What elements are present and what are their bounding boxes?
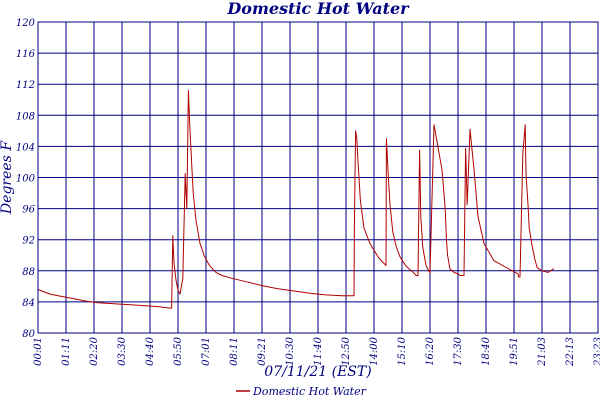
- plot-frame: [37, 21, 599, 334]
- x-tick-label: 10:30: [285, 336, 296, 365]
- x-tick-label: 23:23: [593, 337, 600, 367]
- x-tick-label: 09:21: [257, 337, 268, 366]
- x-tick-label: 16:20: [425, 336, 436, 365]
- chart-title: Domestic Hot Water: [226, 0, 410, 18]
- y-tick-label: 108: [16, 111, 35, 122]
- y-tick-label: 100: [16, 174, 36, 185]
- y-tick-label: 116: [16, 49, 36, 60]
- x-tick-label: 05:50: [173, 336, 184, 365]
- x-tick-label: 22:13: [565, 337, 576, 367]
- y-axis-label: Degrees F: [0, 140, 15, 215]
- legend-label: Domestic Hot Water: [252, 385, 367, 398]
- series-line: [37, 89, 555, 309]
- x-tick-label: 14:00: [369, 336, 380, 365]
- legend: Domestic Hot Water: [236, 385, 367, 398]
- x-tick-label: 17:30: [453, 336, 464, 365]
- x-tick-label: 15:10: [397, 336, 408, 365]
- y-tick-label: 96: [22, 205, 35, 216]
- y-tick-label: 120: [16, 18, 36, 29]
- y-tick-labels: 80 84 88 92 96 100 104 108 112 116 120: [16, 18, 36, 340]
- y-tick-label: 84: [22, 298, 35, 309]
- x-tick-label: 21:03: [537, 337, 548, 367]
- x-tick-label: 04:40: [145, 336, 156, 365]
- y-tick-label: 88: [22, 267, 35, 278]
- x-tick-label: 08:11: [229, 337, 240, 366]
- x-tick-label: 11:40: [313, 336, 324, 365]
- x-tick-label: 03:30: [117, 336, 128, 365]
- y-tick-label: 92: [22, 236, 35, 247]
- x-tick-label: 00:01: [33, 337, 44, 366]
- x-tick-label: 07:01: [201, 337, 212, 366]
- grid: [37, 21, 599, 334]
- y-tick-label: 112: [16, 80, 35, 91]
- y-tick-label: 104: [16, 142, 35, 153]
- y-tick-label: 80: [22, 329, 35, 340]
- x-tick-label: 12:50: [341, 336, 352, 365]
- series-layer: [37, 89, 555, 309]
- x-tick-label: 18:40: [481, 336, 492, 365]
- x-tick-label: 01:11: [61, 337, 72, 366]
- x-axis-label: 07/11/21 (EST): [264, 364, 371, 380]
- x-tick-labels: 00:01 01:11 02:20 03:30 04:40 05:50 07:01 08:11…: [33, 336, 600, 366]
- x-tick-label: 19:51: [509, 337, 520, 366]
- x-tick-label: 02:20: [89, 336, 100, 365]
